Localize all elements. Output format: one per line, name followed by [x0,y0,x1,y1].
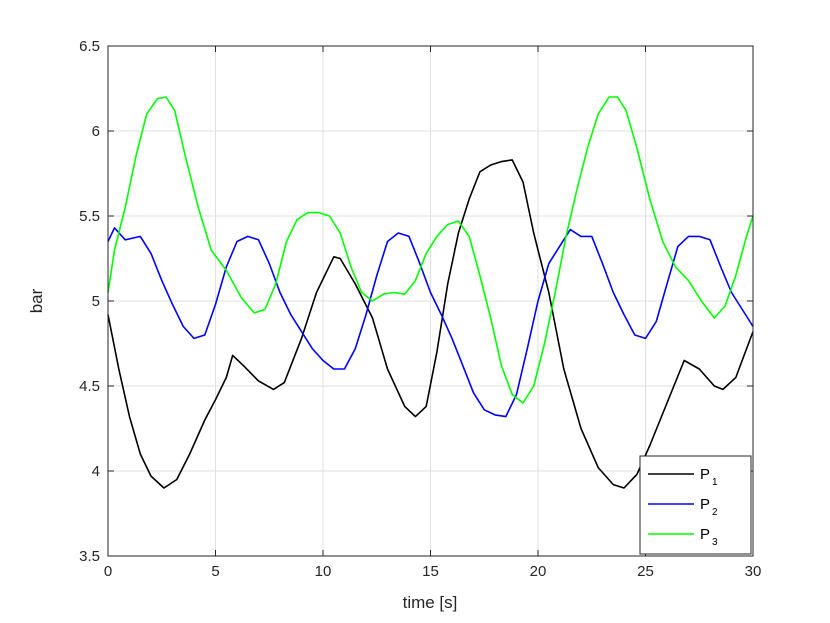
x-tick-label: 0 [104,563,112,580]
legend-label-subscript: 2 [712,507,718,518]
y-tick-label: 4.5 [79,378,100,395]
y-axis-label: bar [27,288,46,313]
x-tick-label: 20 [530,563,547,580]
y-tick-label: 6 [92,123,100,140]
x-tick-label: 30 [745,563,762,580]
x-tick-label: 5 [211,563,219,580]
grid-lines [108,46,753,556]
legend-label-subscript: 3 [712,537,718,548]
series-line-p2 [107,227,754,418]
series-line-p1 [107,159,754,489]
legend-box [639,455,752,555]
axis-ticks: 0 5 10 15 20 25 30 3.5 4 4.5 5 5.5 6 6.5 [79,38,761,580]
legend-label-main: P [700,496,710,513]
y-tick-label: 5 [92,293,100,310]
y-tick-label: 6.5 [79,38,100,55]
y-tick-label: 4 [92,463,100,480]
x-tick-label: 10 [315,563,332,580]
legend: P 1P 2P 3 [639,455,752,555]
y-tick-label: 3.5 [79,548,100,565]
x-axis-label: time [s] [403,593,458,612]
series-lines [107,96,754,489]
series-line-p3 [107,96,754,404]
legend-label-main: P [700,526,710,543]
x-tick-label: 25 [637,563,654,580]
y-tick-label: 5.5 [79,208,100,225]
legend-label-subscript: 1 [712,477,718,488]
x-tick-label: 15 [422,563,439,580]
legend-label-main: P [700,466,710,483]
